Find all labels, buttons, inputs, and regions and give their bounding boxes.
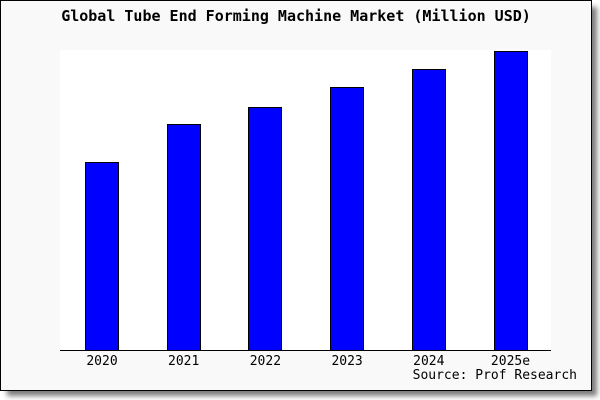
x-tick-label-2020: 2020 [86, 354, 118, 369]
bar-2022 [248, 107, 283, 350]
bar-2024 [411, 69, 446, 350]
source-note: Source: Prof Research [412, 368, 577, 383]
x-tick-label-2025e: 2025e [490, 354, 531, 369]
x-tick-label-2023: 2023 [331, 354, 363, 369]
plot-area [60, 50, 551, 351]
bar-2025e [493, 51, 528, 350]
bar-2023 [330, 87, 365, 350]
chart-title: Global Tube End Forming Machine Market (… [61, 7, 531, 25]
chart-card: Global Tube End Forming Machine Market (… [0, 0, 592, 391]
bar-2020 [85, 162, 119, 350]
x-tick-label-2022: 2022 [249, 354, 282, 369]
x-tick-label-2021: 2021 [168, 354, 200, 369]
x-tick-label-2024: 2024 [413, 354, 445, 369]
bar-2021 [166, 124, 201, 350]
